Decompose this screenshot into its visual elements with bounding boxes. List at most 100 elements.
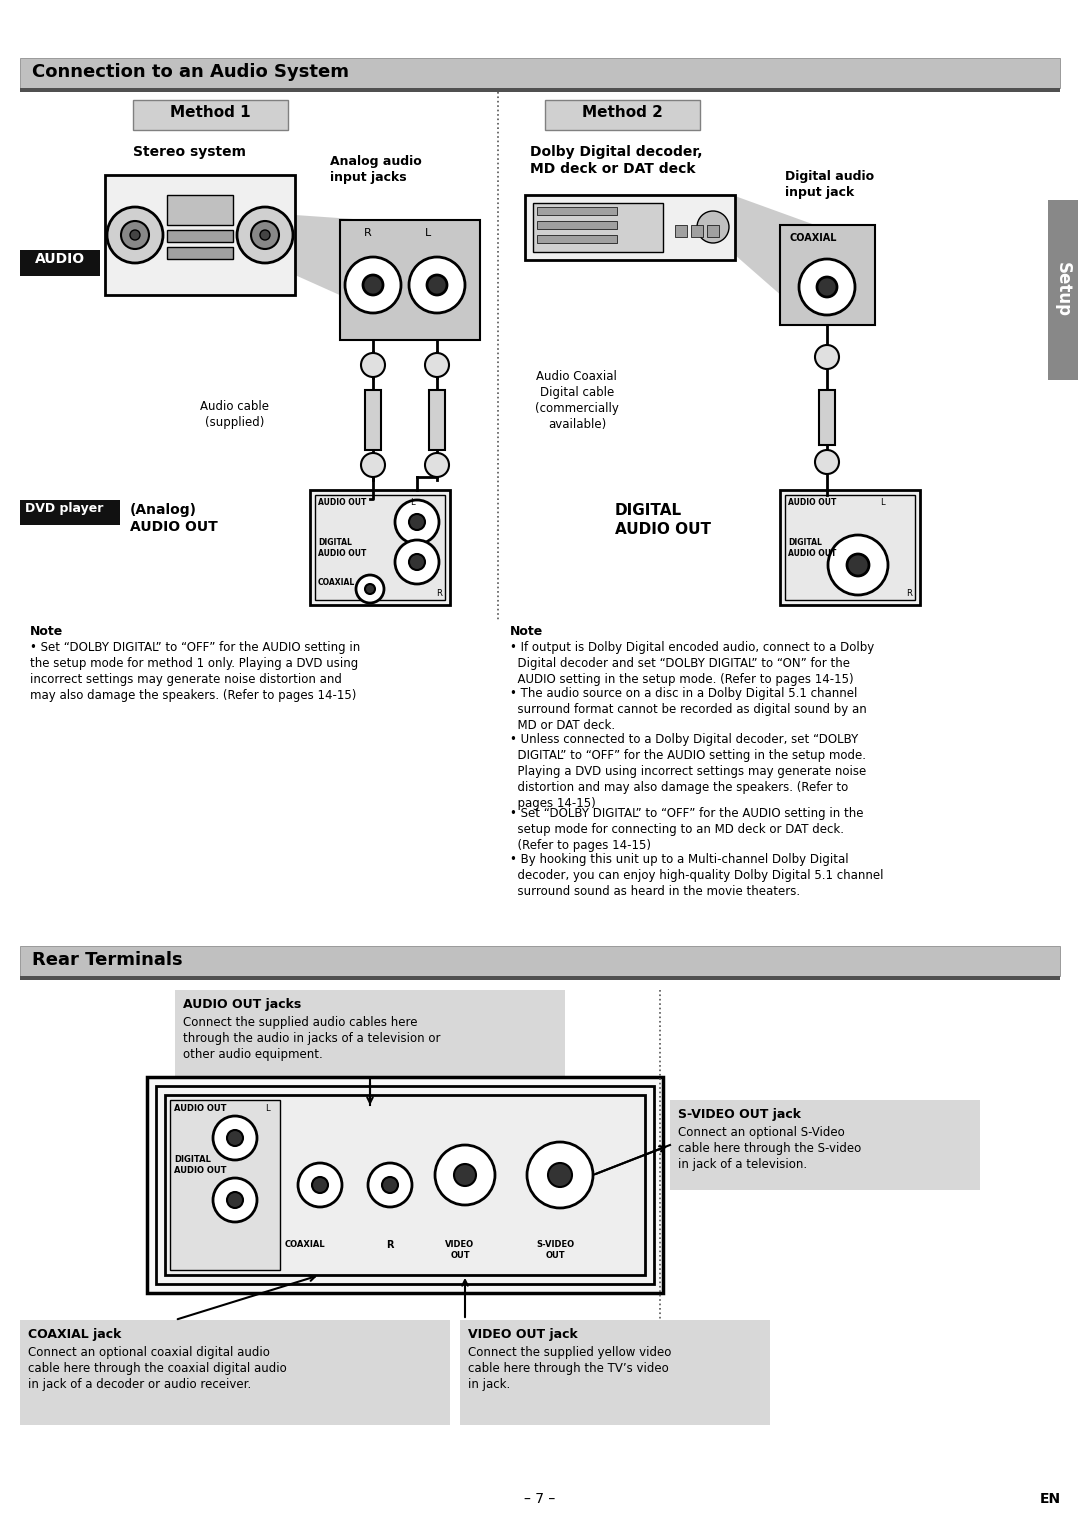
Text: DIGITAL
AUDIO OUT: DIGITAL AUDIO OUT xyxy=(318,539,366,559)
Text: Note: Note xyxy=(510,626,543,638)
Circle shape xyxy=(409,554,426,571)
Circle shape xyxy=(312,1177,328,1193)
Polygon shape xyxy=(295,215,440,340)
Bar xyxy=(147,1077,663,1293)
Circle shape xyxy=(382,1177,399,1193)
Text: • The audio source on a disc in a Dolby Digital 5.1 channel
  surround format ca: • The audio source on a disc in a Dolby … xyxy=(510,687,867,732)
Circle shape xyxy=(409,514,426,530)
Bar xyxy=(156,1087,654,1283)
Circle shape xyxy=(815,450,839,475)
Bar xyxy=(167,247,233,259)
Bar xyxy=(537,208,617,215)
Text: AUDIO OUT jacks: AUDIO OUT jacks xyxy=(183,998,301,1012)
Text: (Analog)
AUDIO OUT: (Analog) AUDIO OUT xyxy=(130,504,218,534)
Text: Stereo system: Stereo system xyxy=(133,145,246,159)
Circle shape xyxy=(799,259,855,314)
Circle shape xyxy=(454,1164,476,1186)
Text: AUDIO OUT: AUDIO OUT xyxy=(174,1103,227,1112)
Text: S-VIDEO OUT jack: S-VIDEO OUT jack xyxy=(678,1108,801,1122)
Text: • By hooking this unit up to a Multi-channel Dolby Digital
  decoder, you can en: • By hooking this unit up to a Multi-cha… xyxy=(510,853,883,897)
Text: S-VIDEO
OUT: S-VIDEO OUT xyxy=(536,1241,575,1260)
Circle shape xyxy=(361,353,384,377)
Circle shape xyxy=(227,1129,243,1146)
Text: COAXIAL: COAXIAL xyxy=(318,578,355,588)
Bar xyxy=(675,224,687,237)
Circle shape xyxy=(213,1178,257,1222)
Text: COAXIAL jack: COAXIAL jack xyxy=(28,1328,121,1341)
Circle shape xyxy=(527,1141,593,1209)
Circle shape xyxy=(361,453,384,478)
Bar xyxy=(525,195,735,259)
Text: COAXIAL: COAXIAL xyxy=(285,1241,326,1248)
Text: Connection to an Audio System: Connection to an Audio System xyxy=(32,63,349,81)
Circle shape xyxy=(426,453,449,478)
Text: Note: Note xyxy=(30,626,64,638)
Text: COAXIAL: COAXIAL xyxy=(789,233,837,243)
Text: Connect an optional S-Video
cable here through the S-video
in jack of a televisi: Connect an optional S-Video cable here t… xyxy=(678,1126,861,1170)
Bar xyxy=(1048,200,1078,380)
Circle shape xyxy=(363,275,383,295)
Bar xyxy=(707,224,719,237)
Text: Dolby Digital decoder,
MD deck or DAT deck: Dolby Digital decoder, MD deck or DAT de… xyxy=(530,145,702,177)
Circle shape xyxy=(815,345,839,369)
Text: L: L xyxy=(880,497,885,507)
Bar xyxy=(670,1100,980,1190)
Bar xyxy=(340,220,480,340)
Circle shape xyxy=(251,221,279,249)
Text: Method 1: Method 1 xyxy=(171,105,251,121)
Circle shape xyxy=(121,221,149,249)
Text: R: R xyxy=(364,227,372,238)
Text: • Set “DOLBY DIGITAL” to “OFF” for the AUDIO setting in the
  setup mode for con: • Set “DOLBY DIGITAL” to “OFF” for the A… xyxy=(510,807,864,852)
Text: L: L xyxy=(424,227,431,238)
Text: Analog audio
input jacks: Analog audio input jacks xyxy=(330,156,422,185)
Bar xyxy=(691,224,703,237)
Bar xyxy=(167,195,233,224)
Text: R: R xyxy=(387,1241,394,1250)
Text: Audio Coaxial
Digital cable
(commercially
available): Audio Coaxial Digital cable (commerciall… xyxy=(535,369,619,430)
Text: DIGITAL
AUDIO OUT: DIGITAL AUDIO OUT xyxy=(788,539,836,559)
Circle shape xyxy=(435,1144,495,1206)
Text: EN: EN xyxy=(1039,1492,1061,1506)
Text: L: L xyxy=(265,1103,270,1112)
Circle shape xyxy=(365,584,375,594)
Bar xyxy=(165,1096,645,1276)
Text: DIGITAL
AUDIO OUT: DIGITAL AUDIO OUT xyxy=(615,504,711,537)
Bar xyxy=(819,391,835,446)
Bar xyxy=(310,490,450,604)
Text: • Unless connected to a Dolby Digital decoder, set “DOLBY
  DIGITAL” to “OFF” fo: • Unless connected to a Dolby Digital de… xyxy=(510,732,866,810)
Circle shape xyxy=(409,256,465,313)
Bar xyxy=(534,203,663,252)
Text: Audio cable
(supplied): Audio cable (supplied) xyxy=(201,400,270,429)
Bar xyxy=(315,494,445,600)
Circle shape xyxy=(697,211,729,243)
Circle shape xyxy=(130,230,140,240)
Circle shape xyxy=(548,1163,572,1187)
Text: – 7 –: – 7 – xyxy=(525,1492,555,1506)
Circle shape xyxy=(816,278,837,298)
Text: • If output is Dolby Digital encoded audio, connect to a Dolby
  Digital decoder: • If output is Dolby Digital encoded aud… xyxy=(510,641,874,687)
Text: AUDIO OUT: AUDIO OUT xyxy=(788,497,836,507)
Bar xyxy=(537,221,617,229)
Circle shape xyxy=(395,501,438,543)
Bar xyxy=(780,490,920,604)
Circle shape xyxy=(345,256,401,313)
Text: Connect the supplied yellow video
cable here through the TV’s video
in jack.: Connect the supplied yellow video cable … xyxy=(468,1346,672,1392)
Circle shape xyxy=(237,208,293,262)
Circle shape xyxy=(356,575,384,603)
Text: R: R xyxy=(436,589,442,598)
Bar xyxy=(21,250,100,276)
Circle shape xyxy=(427,275,447,295)
Bar xyxy=(785,494,915,600)
Polygon shape xyxy=(735,195,815,325)
Text: DIGITAL
AUDIO OUT: DIGITAL AUDIO OUT xyxy=(174,1155,227,1175)
Circle shape xyxy=(107,208,163,262)
Text: Digital audio
input jack: Digital audio input jack xyxy=(785,169,874,198)
Text: AUDIO: AUDIO xyxy=(35,252,85,266)
Bar xyxy=(21,501,120,525)
Circle shape xyxy=(847,554,869,575)
Circle shape xyxy=(368,1163,411,1207)
Bar xyxy=(21,946,1059,977)
Bar xyxy=(429,391,445,450)
Text: R: R xyxy=(906,589,912,598)
Bar xyxy=(105,175,295,295)
